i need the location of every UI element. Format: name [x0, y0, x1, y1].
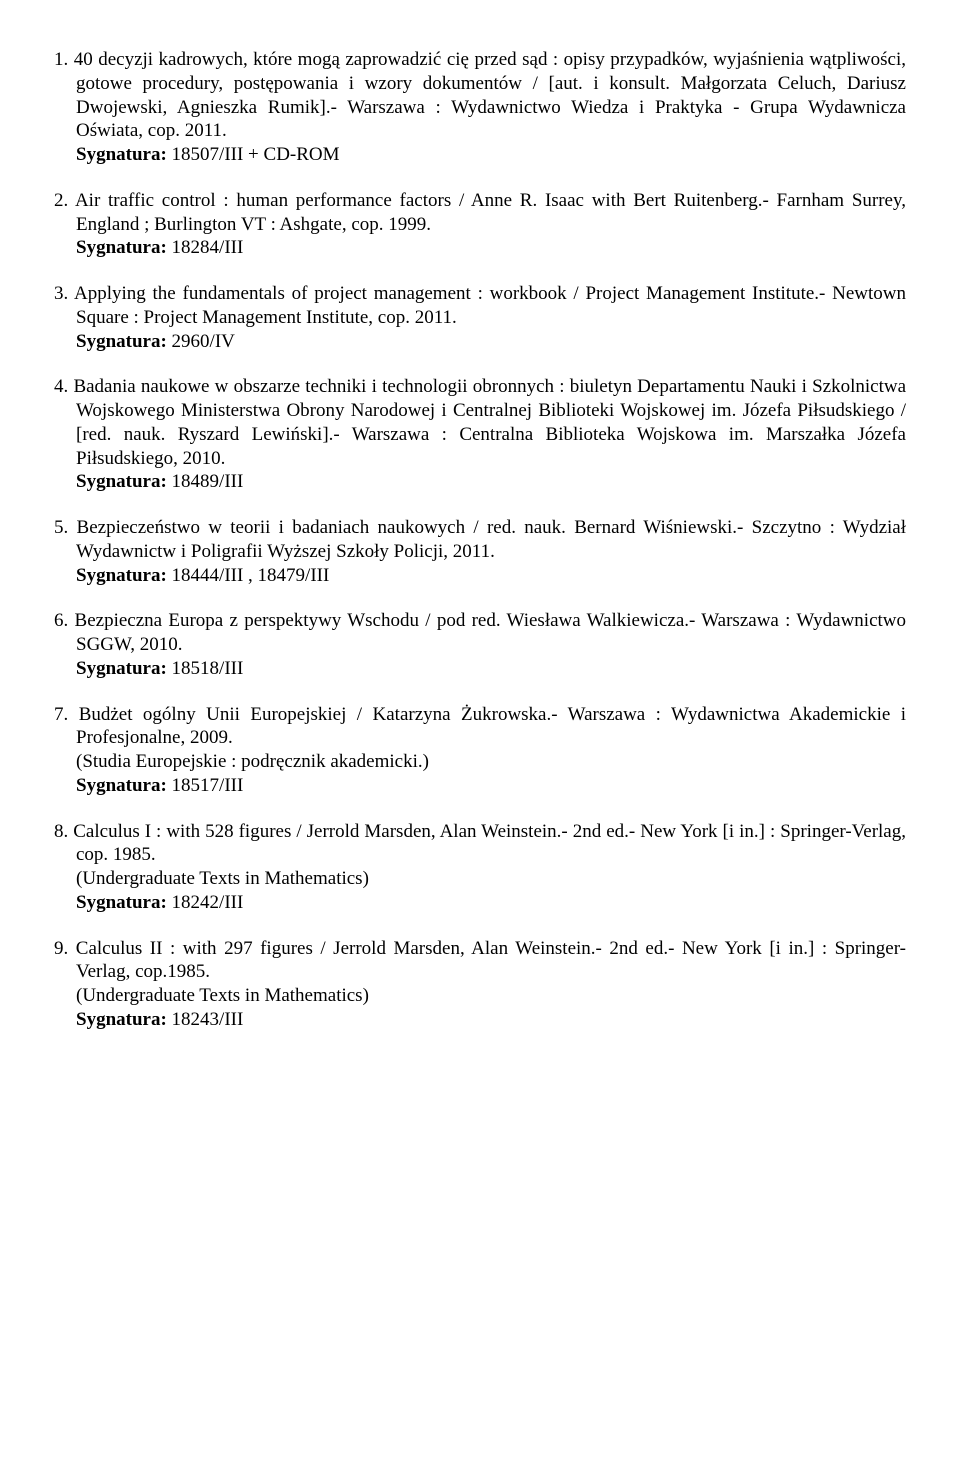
entry-body: 8. Calculus I : with 528 figures / Jerro… — [54, 820, 906, 868]
entry-signature-line: Sygnatura: 18242/III — [54, 891, 906, 915]
signature-value: 18517/III — [167, 775, 244, 796]
signature-label: Sygnatura: — [76, 1009, 167, 1030]
entry-series: (Undergraduate Texts in Mathematics) — [54, 984, 906, 1008]
signature-value: 18507/III + CD-ROM — [167, 144, 340, 165]
entry-signature-line: Sygnatura: 18507/III + CD-ROM — [54, 143, 906, 167]
entry-body: 6. Bezpieczna Europa z perspektywy Wscho… — [54, 609, 906, 657]
entry-series: (Undergraduate Texts in Mathematics) — [54, 867, 906, 891]
entry-signature-line: Sygnatura: 18444/III , 18479/III — [54, 564, 906, 588]
entry-text: Bezpieczna Europa z perspektywy Wschodu … — [75, 610, 906, 655]
signature-value: 18243/III — [167, 1009, 244, 1030]
bibliography-entry: 9. Calculus II : with 297 figures / Jerr… — [54, 937, 906, 1032]
entry-body: 2. Air traffic control : human performan… — [54, 189, 906, 237]
entry-text: Badania naukowe w obszarze techniki i te… — [73, 376, 906, 468]
signature-value: 18284/III — [167, 237, 244, 258]
entry-text: Budżet ogólny Unii Europejskiej / Katarz… — [76, 704, 906, 749]
entry-signature-line: Sygnatura: 18518/III — [54, 657, 906, 681]
signature-label: Sygnatura: — [76, 565, 167, 586]
entry-number: 4. — [54, 376, 68, 397]
bibliography-entry: 8. Calculus I : with 528 figures / Jerro… — [54, 820, 906, 915]
bibliography-entry: 6. Bezpieczna Europa z perspektywy Wscho… — [54, 609, 906, 680]
entry-number: 8. — [54, 821, 68, 842]
signature-label: Sygnatura: — [76, 331, 167, 352]
bibliography-entry: 1. 40 decyzji kadrowych, które mogą zapr… — [54, 48, 906, 167]
entry-body: 1. 40 decyzji kadrowych, które mogą zapr… — [54, 48, 906, 143]
entry-body: 7. Budżet ogólny Unii Europejskiej / Kat… — [54, 703, 906, 751]
bibliography-list: 1. 40 decyzji kadrowych, które mogą zapr… — [54, 48, 906, 1032]
entry-series: (Studia Europejskie : podręcznik akademi… — [54, 750, 906, 774]
entry-text: Applying the fundamentals of project man… — [74, 283, 906, 328]
signature-label: Sygnatura: — [76, 144, 167, 165]
signature-label: Sygnatura: — [76, 471, 167, 492]
signature-value: 18489/III — [167, 471, 244, 492]
entry-number: 7. — [54, 704, 68, 725]
entry-number: 6. — [54, 610, 68, 631]
entry-signature-line: Sygnatura: 18243/III — [54, 1008, 906, 1032]
entry-body: 3. Applying the fundamentals of project … — [54, 282, 906, 330]
bibliography-entry: 7. Budżet ogólny Unii Europejskiej / Kat… — [54, 703, 906, 798]
entry-body: 4. Badania naukowe w obszarze techniki i… — [54, 375, 906, 470]
signature-value: 2960/IV — [167, 331, 235, 352]
signature-label: Sygnatura: — [76, 658, 167, 679]
signature-value: 18242/III — [167, 892, 244, 913]
entry-signature-line: Sygnatura: 18284/III — [54, 236, 906, 260]
entry-text: Calculus II : with 297 figures / Jerrold… — [76, 938, 906, 983]
entry-number: 9. — [54, 938, 68, 959]
entry-number: 1. — [54, 49, 68, 70]
signature-label: Sygnatura: — [76, 892, 167, 913]
entry-text: Air traffic control : human performance … — [75, 190, 906, 235]
entry-text: 40 decyzji kadrowych, które mogą zaprowa… — [74, 49, 906, 141]
entry-body: 9. Calculus II : with 297 figures / Jerr… — [54, 937, 906, 985]
entry-signature-line: Sygnatura: 18517/III — [54, 774, 906, 798]
bibliography-entry: 3. Applying the fundamentals of project … — [54, 282, 906, 353]
signature-label: Sygnatura: — [76, 237, 167, 258]
bibliography-entry: 5. Bezpieczeństwo w teorii i badaniach n… — [54, 516, 906, 587]
entry-text: Bezpieczeństwo w teorii i badaniach nauk… — [76, 517, 906, 562]
entry-number: 5. — [54, 517, 68, 538]
signature-label: Sygnatura: — [76, 775, 167, 796]
entry-text: Calculus I : with 528 figures / Jerrold … — [73, 821, 906, 866]
signature-value: 18518/III — [167, 658, 244, 679]
signature-value: 18444/III , 18479/III — [167, 565, 330, 586]
bibliography-entry: 2. Air traffic control : human performan… — [54, 189, 906, 260]
entry-signature-line: Sygnatura: 2960/IV — [54, 330, 906, 354]
entry-signature-line: Sygnatura: 18489/III — [54, 470, 906, 494]
entry-number: 2. — [54, 190, 68, 211]
entry-body: 5. Bezpieczeństwo w teorii i badaniach n… — [54, 516, 906, 564]
entry-number: 3. — [54, 283, 68, 304]
bibliography-entry: 4. Badania naukowe w obszarze techniki i… — [54, 375, 906, 494]
